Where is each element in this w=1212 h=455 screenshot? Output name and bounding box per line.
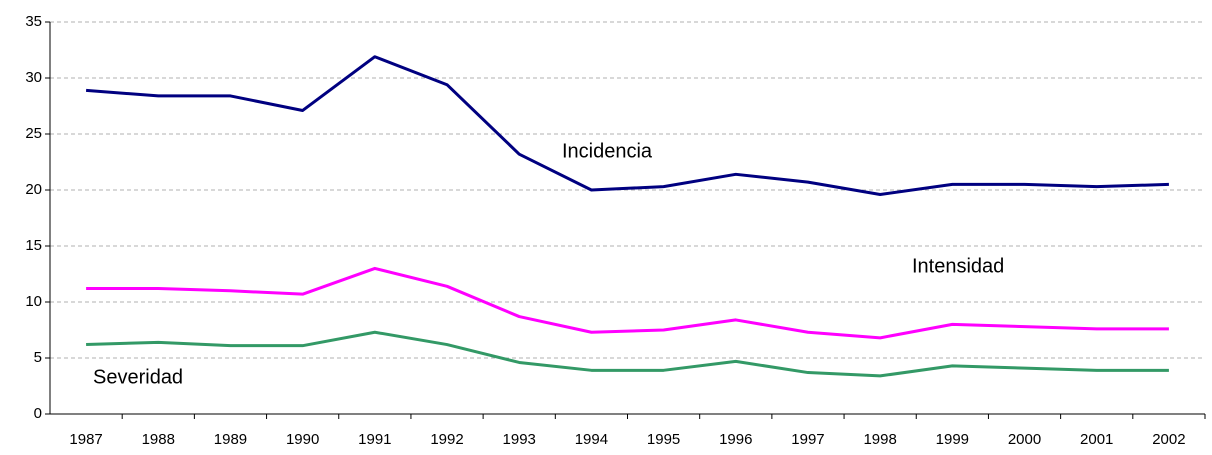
x-tick-label: 1994 <box>575 431 608 448</box>
x-tick-label: 1989 <box>214 431 247 448</box>
x-tick-label: 1995 <box>647 431 680 448</box>
x-tick-label: 2002 <box>1152 431 1185 448</box>
y-tick-label: 10 <box>25 293 42 310</box>
y-tick-label: 25 <box>25 125 42 142</box>
series-label: Intensidad <box>912 255 1004 277</box>
x-tick-label: 1990 <box>286 431 319 448</box>
x-tick-label: 1998 <box>863 431 896 448</box>
series-label: Severidad <box>93 366 183 388</box>
x-tick-label: 1987 <box>69 431 102 448</box>
x-tick-label: 2000 <box>1008 431 1041 448</box>
series-line <box>86 266 1169 340</box>
series-line <box>86 330 1169 378</box>
y-tick-label: 20 <box>25 181 42 198</box>
y-tick-label: 35 <box>25 13 42 30</box>
x-tick-label: 2001 <box>1080 431 1113 448</box>
series-line <box>85 55 1169 196</box>
x-tick-label: 1988 <box>142 431 175 448</box>
x-tick-label: 1993 <box>503 431 536 448</box>
y-tick-label: 15 <box>25 237 42 254</box>
y-tick-label: 30 <box>25 69 42 86</box>
x-tick-label: 1991 <box>358 431 391 448</box>
y-tick-label: 0 <box>34 405 42 422</box>
x-tick-label: 1997 <box>791 431 824 448</box>
series-label: Incidencia <box>562 140 653 162</box>
y-tick-label: 5 <box>34 349 42 366</box>
x-tick-label: 1999 <box>936 431 969 448</box>
x-tick-label: 1996 <box>719 431 752 448</box>
x-tick-label: 1992 <box>430 431 463 448</box>
